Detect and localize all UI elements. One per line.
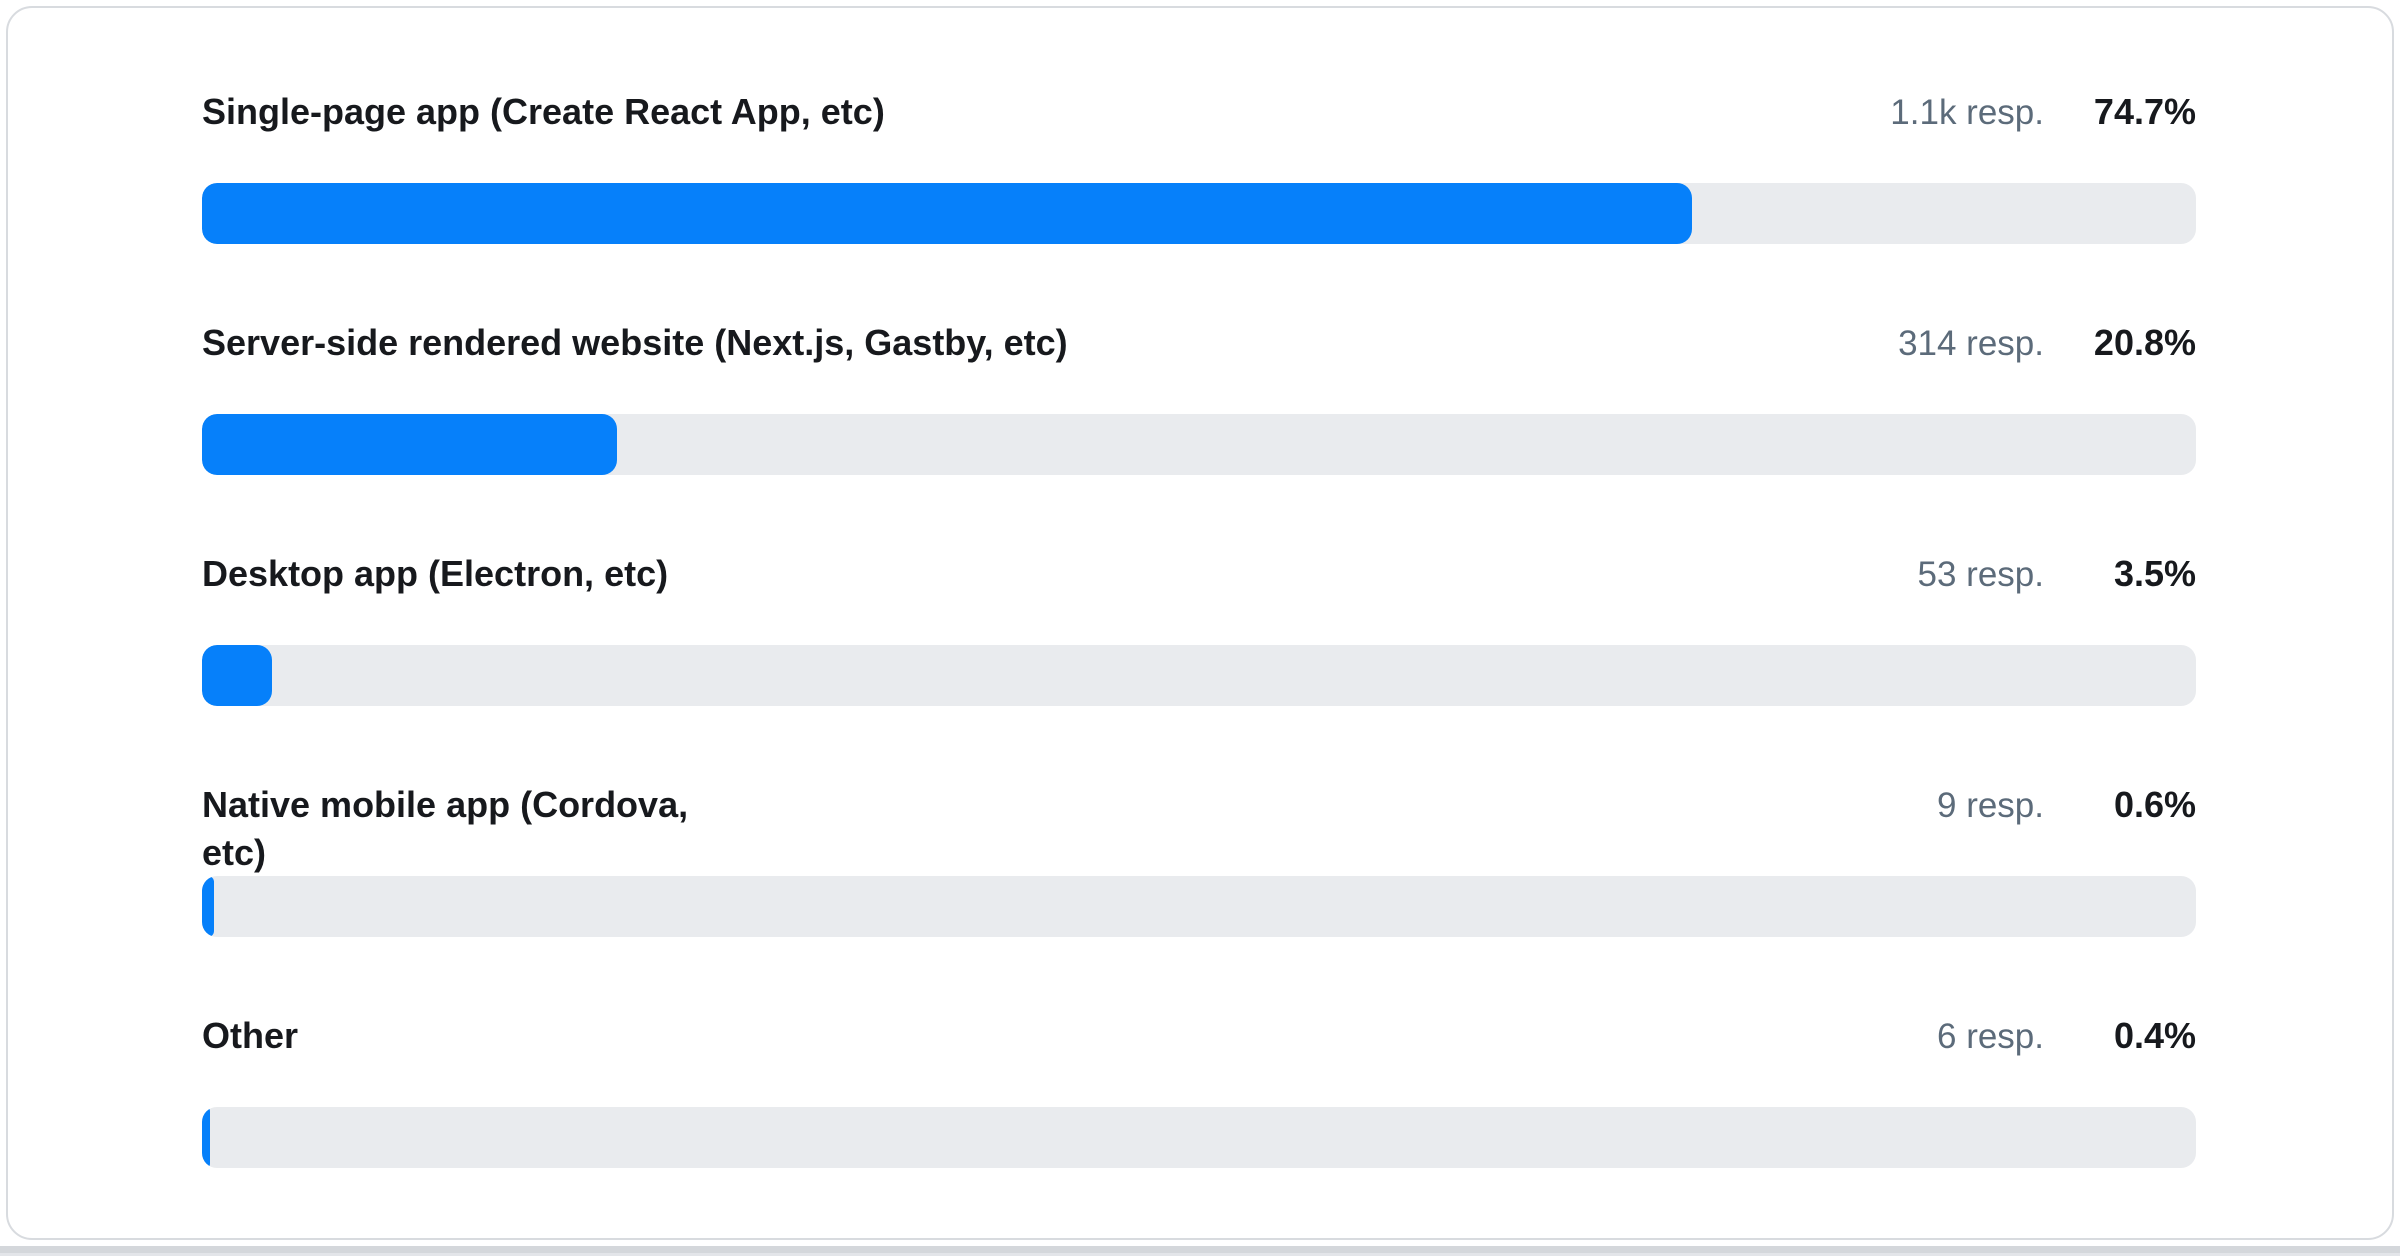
- row-header: Native mobile app (Cordova, etc) 9 resp.…: [202, 781, 2196, 873]
- poll-option-row: Other 6 resp. 0.4%: [202, 1012, 2196, 1168]
- bar-fill: [202, 1107, 210, 1168]
- bar-track: [202, 645, 2196, 706]
- percent-value: 0.6%: [2113, 784, 2196, 825]
- row-header: Other 6 resp. 0.4%: [202, 1012, 2196, 1060]
- row-stats: 9 resp. 0.6%: [1937, 781, 2196, 830]
- option-label: Desktop app (Electron, etc): [202, 553, 669, 594]
- option-label: Server-side rendered website (Next.js, G…: [202, 322, 1068, 363]
- row-header: Desktop app (Electron, etc) 53 resp. 3.5…: [202, 550, 2196, 598]
- bar-track: [202, 876, 2196, 937]
- bar-fill: [202, 414, 617, 475]
- poll-option-row: Native mobile app (Cordova, etc) 9 resp.…: [202, 781, 2196, 937]
- bar-track: [202, 1107, 2196, 1168]
- option-label: Other: [202, 1015, 299, 1056]
- response-count: 9 resp.: [1937, 786, 2044, 825]
- response-count: 53 resp.: [1917, 555, 2044, 594]
- bottom-edge-strip: [0, 1246, 2400, 1253]
- poll-results: Single-page app (Create React App, etc) …: [202, 88, 2196, 1168]
- response-count: 6 resp.: [1937, 1017, 2044, 1056]
- row-stats: 53 resp. 3.5%: [1918, 550, 2196, 599]
- row-header: Server-side rendered website (Next.js, G…: [202, 319, 2196, 367]
- percent-value: 74.7%: [2093, 91, 2196, 132]
- poll-option-row: Single-page app (Create React App, etc) …: [202, 88, 2196, 244]
- bar-track: [202, 414, 2196, 475]
- percent-value: 0.4%: [2113, 1015, 2196, 1056]
- option-label: Single-page app (Create React App, etc): [202, 91, 885, 132]
- response-count: 314 resp.: [1898, 324, 2044, 363]
- poll-option-row: Server-side rendered website (Next.js, G…: [202, 319, 2196, 475]
- option-label: Native mobile app (Cordova, etc): [202, 784, 689, 873]
- row-stats: 314 resp. 20.8%: [1898, 319, 2196, 368]
- bar-fill: [202, 876, 214, 937]
- row-header: Single-page app (Create React App, etc) …: [202, 88, 2196, 136]
- bar-fill: [202, 645, 272, 706]
- percent-value: 3.5%: [2113, 553, 2196, 594]
- bottom-edge-strip-lower: [0, 1253, 2400, 1256]
- row-stats: 6 resp. 0.4%: [1937, 1012, 2196, 1061]
- percent-value: 20.8%: [2093, 322, 2196, 363]
- bar-track: [202, 183, 2196, 244]
- row-stats: 1.1k resp. 74.7%: [1890, 88, 2196, 137]
- bar-fill: [202, 183, 1692, 244]
- response-count: 1.1k resp.: [1890, 93, 2044, 132]
- poll-option-row: Desktop app (Electron, etc) 53 resp. 3.5…: [202, 550, 2196, 706]
